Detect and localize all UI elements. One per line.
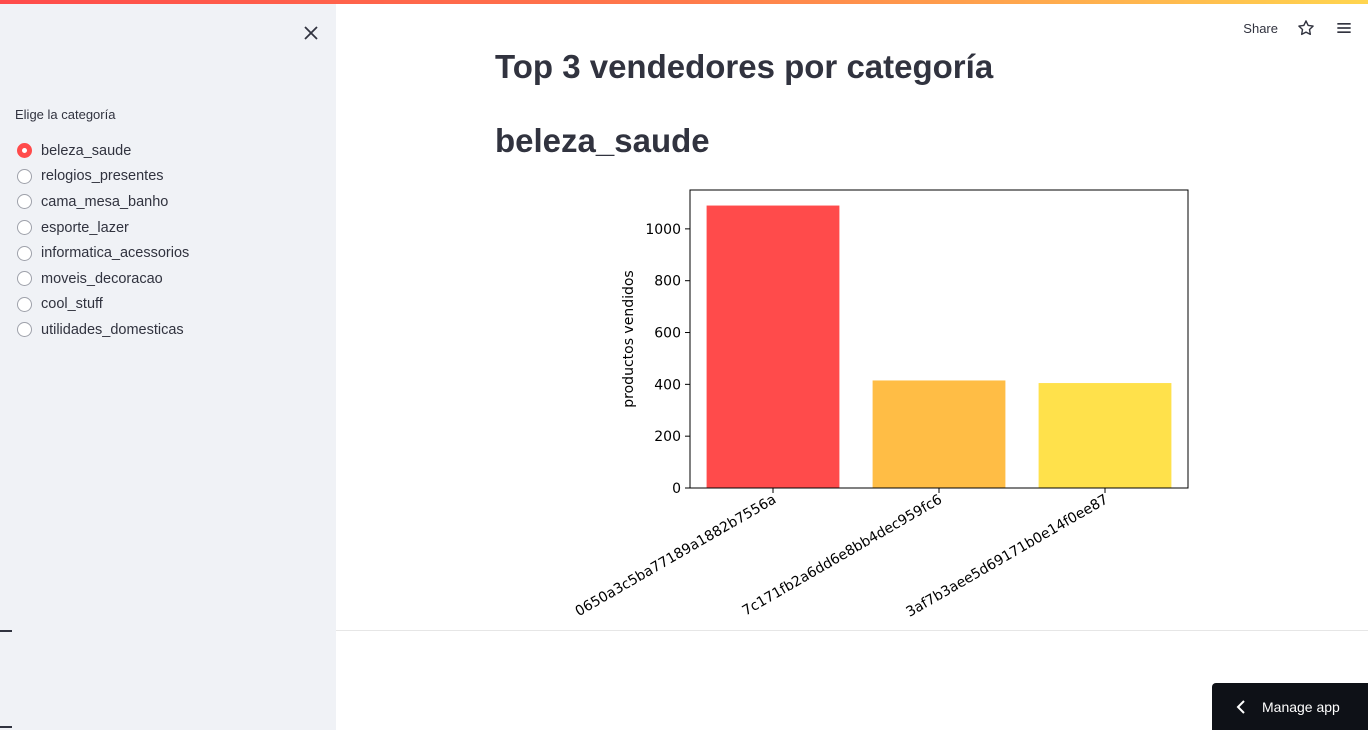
category-radio-group: beleza_saude relogios_presentes cama_mesa_…: [17, 138, 189, 343]
radio-button[interactable]: [17, 143, 32, 159]
radio-button[interactable]: [17, 322, 32, 338]
page-title: Top 3 vendedores por categoría: [495, 48, 994, 85]
close-icon[interactable]: [300, 22, 322, 44]
radio-option-esporte-lazer[interactable]: esporte_lazer: [17, 215, 189, 241]
plot-frame: [689, 189, 1189, 489]
main-divider: [336, 630, 1368, 631]
radio-button[interactable]: [17, 296, 32, 312]
radio-button[interactable]: [17, 271, 32, 287]
radio-button[interactable]: [17, 220, 32, 236]
radio-option-label: esporte_lazer: [41, 219, 129, 236]
radio-option-label: cool_stuff: [41, 296, 103, 313]
radio-button[interactable]: [17, 245, 32, 261]
sidebar-divider-mark: [0, 630, 12, 632]
radio-option-cool-stuff[interactable]: cool_stuff: [17, 292, 189, 318]
sidebar: Elige la categoría beleza_saude relogios_…: [0, 4, 336, 730]
bar: [872, 380, 1006, 488]
radio-option-label: utilidades_domesticas: [41, 321, 184, 338]
radio-option-label: cama_mesa_banho: [41, 193, 169, 210]
share-button[interactable]: Share: [1243, 20, 1278, 36]
sidebar-divider-mark: [0, 726, 12, 728]
y-tick-label: 400: [654, 377, 681, 393]
radio-option-label: informatica_acessorios: [41, 245, 190, 262]
y-tick-label: 200: [654, 429, 681, 445]
header-actions: Share: [1243, 18, 1354, 38]
hamburger-menu-icon[interactable]: [1334, 18, 1354, 38]
y-tick-label: 800: [654, 274, 681, 290]
y-tick-label: 1000: [645, 222, 681, 238]
bar-chart: 0650a3c5ba77189a1882b7556a7c171fb2a6dd6e…: [573, 189, 1189, 621]
y-tick-label: 600: [654, 326, 681, 342]
y-tick-label: 0: [672, 481, 681, 497]
radio-option-beleza-saude[interactable]: beleza_saude: [17, 138, 189, 164]
top-decoration-bar: [0, 0, 1368, 4]
star-icon[interactable]: [1296, 18, 1316, 38]
radio-option-informatica-acessorios[interactable]: informatica_acessorios: [17, 240, 189, 266]
bar: [1038, 383, 1172, 488]
manage-app-label: Manage app: [1262, 698, 1340, 715]
manage-app-button[interactable]: Manage app: [1212, 683, 1368, 730]
radio-option-utilidades-domesticas[interactable]: utilidades_domesticas: [17, 317, 189, 343]
radio-group-label: Elige la categoría: [15, 107, 116, 122]
radio-option-label: moveis_decoracao: [41, 270, 163, 287]
radio-option-cama-mesa-banho[interactable]: cama_mesa_banho: [17, 189, 189, 215]
y-axis-label: productos vendidos: [621, 270, 637, 407]
radio-button[interactable]: [17, 168, 32, 184]
radio-option-moveis-decoracao[interactable]: moveis_decoracao: [17, 266, 189, 292]
radio-option-label: beleza_saude: [41, 142, 132, 159]
radio-option-label: relogios_presentes: [41, 168, 164, 185]
radio-option-relogios-presentes[interactable]: relogios_presentes: [17, 164, 189, 190]
bar: [706, 205, 840, 488]
category-heading: beleza_saude: [495, 122, 710, 159]
chevron-left-icon: [1236, 699, 1245, 714]
radio-button[interactable]: [17, 194, 32, 210]
